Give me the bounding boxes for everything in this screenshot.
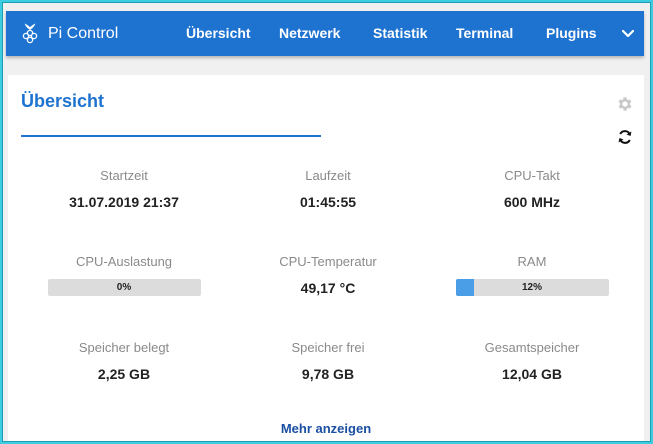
- stat-value: 31.07.2019 21:37: [69, 194, 179, 210]
- stat-gesamtspeicher: Gesamtspeicher 12,04 GB: [432, 339, 632, 382]
- brand[interactable]: Pi Control: [20, 11, 118, 56]
- more-link[interactable]: Mehr anzeigen: [280, 421, 372, 436]
- stat-label: Speicher belegt: [78, 340, 170, 355]
- stat-label: Laufzeit: [305, 168, 351, 183]
- stat-value: 2,25 GB: [97, 366, 151, 382]
- stat-label: Gesamtspeicher: [484, 340, 580, 355]
- refresh-icon[interactable]: [617, 129, 633, 145]
- nav-item-statistik[interactable]: Statistik: [373, 25, 428, 41]
- nav-item-terminal[interactable]: Terminal: [456, 25, 514, 41]
- progress-fill: [455, 279, 474, 296]
- stat-value: 49,17 °C: [300, 280, 356, 296]
- stat-label: CPU-Auslastung: [75, 254, 173, 269]
- stat-cpu-takt: CPU-Takt 600 MHz: [432, 167, 632, 210]
- stat-value: 600 MHz: [503, 194, 561, 210]
- stat-speicher-belegt: Speicher belegt 2,25 GB: [24, 339, 224, 382]
- stat-cpu-auslastung: CPU-Auslastung 0%: [24, 253, 224, 296]
- brand-title: Pi Control: [48, 24, 119, 42]
- overview-card: Übersicht Startzeit 31.07.2019 21:37 Lau…: [8, 75, 644, 441]
- page-title: Übersicht: [21, 91, 105, 111]
- title-underline: [21, 135, 321, 137]
- stat-label: CPU-Temperatur: [279, 254, 377, 269]
- stat-speicher-frei: Speicher frei 9,78 GB: [228, 339, 428, 382]
- stat-laufzeit: Laufzeit 01:45:55: [228, 167, 428, 210]
- stat-cpu-temperatur: CPU-Temperatur 49,17 °C: [228, 253, 428, 296]
- stat-label: Startzeit: [100, 168, 148, 183]
- stat-label: Speicher frei: [291, 340, 365, 355]
- stat-label: RAM: [517, 254, 547, 269]
- stat-ram: RAM 12%: [432, 253, 632, 296]
- nav-item-uebersicht[interactable]: Übersicht: [186, 25, 251, 41]
- stat-startzeit: Startzeit 31.07.2019 21:37: [24, 167, 224, 210]
- ram-progress-bar: 12%: [455, 279, 609, 296]
- top-navbar: Pi Control Übersicht Netzwerk Statistik …: [6, 11, 644, 56]
- nav-item-plugins[interactable]: Plugins: [546, 25, 597, 41]
- nav-item-netzwerk[interactable]: Netzwerk: [279, 25, 341, 41]
- stat-value: 01:45:55: [299, 194, 357, 210]
- stat-value: 9,78 GB: [301, 366, 355, 382]
- progress-text: 12%: [521, 282, 542, 293]
- gear-icon[interactable]: [616, 95, 634, 113]
- raspberry-icon: [20, 23, 42, 45]
- stat-label: CPU-Takt: [504, 168, 560, 183]
- progress-text: 0%: [116, 282, 132, 293]
- cpu-progress-bar: 0%: [47, 279, 201, 296]
- stat-value: 12,04 GB: [502, 366, 562, 382]
- chevron-down-icon[interactable]: [620, 25, 636, 41]
